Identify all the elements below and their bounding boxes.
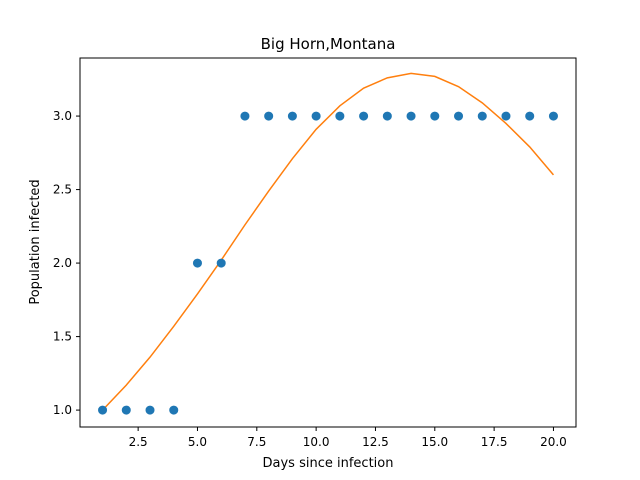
y-tick-label: 1.0	[53, 403, 72, 417]
data-point	[264, 111, 274, 121]
data-point	[311, 111, 321, 121]
y-tick-label: 1.5	[53, 330, 72, 344]
data-point	[287, 111, 297, 121]
data-point	[169, 405, 179, 415]
x-tick-label: 15.0	[421, 435, 448, 449]
chart-title: Big Horn,Montana	[261, 35, 396, 53]
y-axis-label: Population infected	[28, 179, 43, 304]
y-tick-label: 2.5	[53, 183, 72, 197]
data-point	[454, 111, 464, 121]
data-point	[548, 111, 558, 121]
data-point	[145, 405, 155, 415]
x-tick-label: 5.0	[188, 435, 207, 449]
data-point	[406, 111, 416, 121]
data-point	[98, 405, 108, 415]
data-point	[501, 111, 511, 121]
x-tick-label: 2.5	[129, 435, 148, 449]
data-point	[359, 111, 369, 121]
data-point	[335, 111, 345, 121]
data-point	[477, 111, 487, 121]
data-point	[121, 405, 131, 415]
series-line	[102, 72, 555, 411]
x-tick-label: 10.0	[303, 435, 330, 449]
y-tick-label: 2.0	[53, 256, 72, 270]
data-point	[216, 258, 226, 268]
data-point	[430, 111, 440, 121]
x-axis-label: Days since infection	[263, 456, 394, 471]
plot-frame	[79, 57, 577, 428]
y-tick-label: 3.0	[53, 109, 72, 123]
x-tick-label: 20.0	[540, 435, 567, 449]
data-point	[192, 258, 202, 268]
data-point	[240, 111, 250, 121]
x-tick-label: 17.5	[481, 435, 508, 449]
y-axis: 1.0 1.5 2.0 2.5 3.0	[53, 109, 80, 417]
plot-area	[98, 72, 558, 415]
x-tick-label: 7.5	[247, 435, 266, 449]
data-point	[525, 111, 535, 121]
x-tick-label: 12.5	[362, 435, 389, 449]
data-point	[382, 111, 392, 121]
x-axis: 2.5 5.0 7.5 10.0 12.5 15.0 17.5 20.0	[129, 427, 567, 449]
